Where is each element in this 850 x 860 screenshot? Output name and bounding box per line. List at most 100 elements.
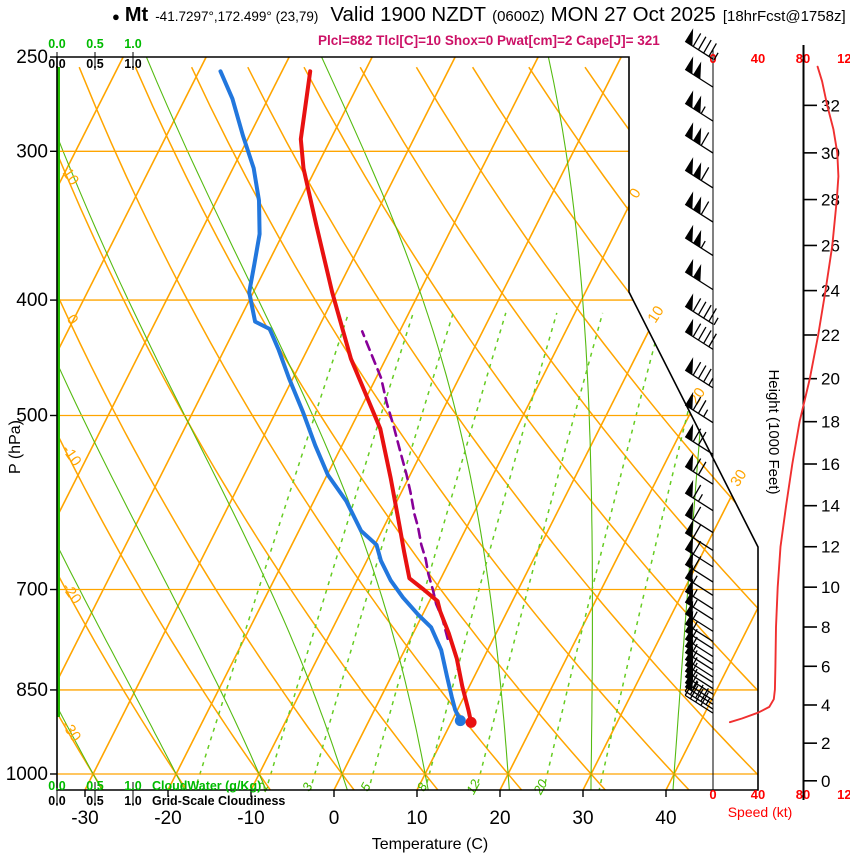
- moist-adiabat-line: [57, 57, 269, 790]
- background-grid: [57, 57, 758, 790]
- moist-adiabat-line: [57, 57, 105, 790]
- wind-barb-full: [692, 484, 702, 499]
- wind-barb-pennant: [693, 263, 702, 282]
- speed-axis-title: Speed (kt): [727, 804, 793, 820]
- cloudiness-scale-label: 0.5: [86, 57, 103, 71]
- mixing-ratio-label: 5: [357, 779, 374, 793]
- wind-barb-pennant: [685, 564, 694, 583]
- wind-barb-pennant: [685, 391, 694, 410]
- isotherm-line: [665, 57, 758, 790]
- wind-barb-full: [700, 132, 710, 146]
- dry-adiabat-line: [584, 66, 758, 790]
- wind-barb-staff: [684, 465, 714, 485]
- isotherm-line: [57, 57, 290, 790]
- cloudiness-scale-label: 1.0: [124, 794, 141, 808]
- height-axis-title: Height (1000 Feet): [765, 369, 782, 495]
- parcel-ascent-curve: [360, 330, 450, 641]
- wind-barb-half: [705, 697, 711, 705]
- wind-barb-half: [692, 657, 698, 665]
- dry-adiabat-label: 10: [59, 165, 82, 188]
- pressure-tick-label: 700: [16, 580, 48, 601]
- wind-barb-full: [703, 304, 712, 319]
- wind-barb-pennant: [685, 479, 694, 498]
- height-tick-label: 28: [821, 191, 840, 210]
- height-tick-label: 8: [821, 618, 830, 637]
- wind-barb-half: [692, 668, 698, 677]
- wind-barb-full: [700, 692, 709, 706]
- pressure-tick-label: 1000: [6, 764, 48, 785]
- height-tick-label: 18: [821, 413, 840, 432]
- wind-barb-full: [695, 688, 704, 703]
- wind-barb-pennant: [685, 224, 694, 243]
- wind-barb-full: [703, 368, 712, 383]
- pressure-tick-label: 400: [16, 290, 48, 311]
- wind-barb-full: [708, 43, 717, 57]
- wind-barb-half: [708, 377, 714, 386]
- height-tick-label: 2: [821, 734, 830, 753]
- mixing-ratio-line: [598, 312, 714, 790]
- wind-barb-full: [692, 33, 702, 47]
- wind-barb-staff: [684, 436, 714, 455]
- dry-adiabat-line: [359, 66, 758, 790]
- height-tick-label: 16: [821, 455, 840, 474]
- wind-barb-pennant: [685, 501, 694, 520]
- temperature-tick-label: 40: [655, 808, 676, 829]
- valid-date: MON 27 Oct 2025: [550, 3, 716, 26]
- wind-barb-half: [692, 680, 698, 688]
- wind-barb-pennant: [685, 453, 694, 471]
- moist-adiabats-group: [57, 57, 727, 790]
- wind-barb-pennant: [685, 191, 694, 209]
- speed-tick-label: 120: [837, 51, 850, 66]
- wind-barb-full: [692, 396, 702, 411]
- pressure-tick-label: 250: [16, 47, 48, 68]
- isotherm-label: 10: [644, 303, 667, 326]
- dry-adiabat-label: -10: [58, 442, 84, 470]
- dry-adiabat-line: [57, 66, 273, 790]
- cloudiness-scale-label: 0.0: [48, 794, 65, 808]
- wind-barb-pennant: [693, 95, 702, 114]
- wind-barb-pennant: [693, 196, 702, 215]
- wind-barb-full: [684, 677, 694, 692]
- wind-barb-half: [713, 317, 719, 326]
- wind-barb-half: [692, 674, 698, 682]
- wind-barb-pennant: [685, 588, 694, 607]
- isotherm-line: [499, 57, 758, 790]
- valid-time-utc: (0600Z): [492, 8, 545, 25]
- wind-barb-half: [692, 636, 698, 645]
- wind-barb-full: [697, 461, 707, 476]
- wind-barb-pennant: [685, 551, 694, 569]
- wind-barb-pennant: [685, 600, 694, 619]
- wind-barb-full: [692, 428, 702, 443]
- mixing-ratio-line: [423, 312, 558, 790]
- dry-adiabats-group: [57, 66, 758, 790]
- wind-barb-pennant: [693, 61, 702, 80]
- wind-barb-pennant: [685, 423, 694, 442]
- height-tick-label: 22: [821, 326, 840, 345]
- wind-barb-half: [700, 240, 706, 249]
- height-tick-label: 10: [821, 578, 840, 597]
- temperature-curve: [298, 69, 474, 725]
- wind-barb-half: [703, 409, 709, 418]
- wind-barb-full: [695, 684, 704, 699]
- height-tick-label: 4: [821, 696, 830, 715]
- wind-barb-pennant: [693, 127, 702, 145]
- wind-barb-pennant: [685, 293, 694, 311]
- dry-adiabat-line: [57, 67, 105, 790]
- wind-barb-full: [692, 458, 702, 472]
- pressure-tick-label: 500: [16, 405, 48, 426]
- surface-dewpoint-dot: [454, 715, 466, 727]
- cloudiness-scale-label: 0.5: [86, 794, 103, 808]
- wind-barb-half: [692, 662, 698, 671]
- wind-barb-full: [697, 400, 707, 414]
- isotherm-line: [582, 57, 758, 790]
- dry-adiabat-line: [303, 66, 758, 790]
- mixing-ratio-line: [474, 312, 604, 790]
- wind-barb-pennant: [693, 229, 702, 248]
- wind-barb-full: [684, 682, 694, 696]
- wind-barb-half: [692, 650, 698, 658]
- cloudiness-scale-label: 1.0: [124, 57, 141, 71]
- wind-barb-pennant: [685, 122, 694, 140]
